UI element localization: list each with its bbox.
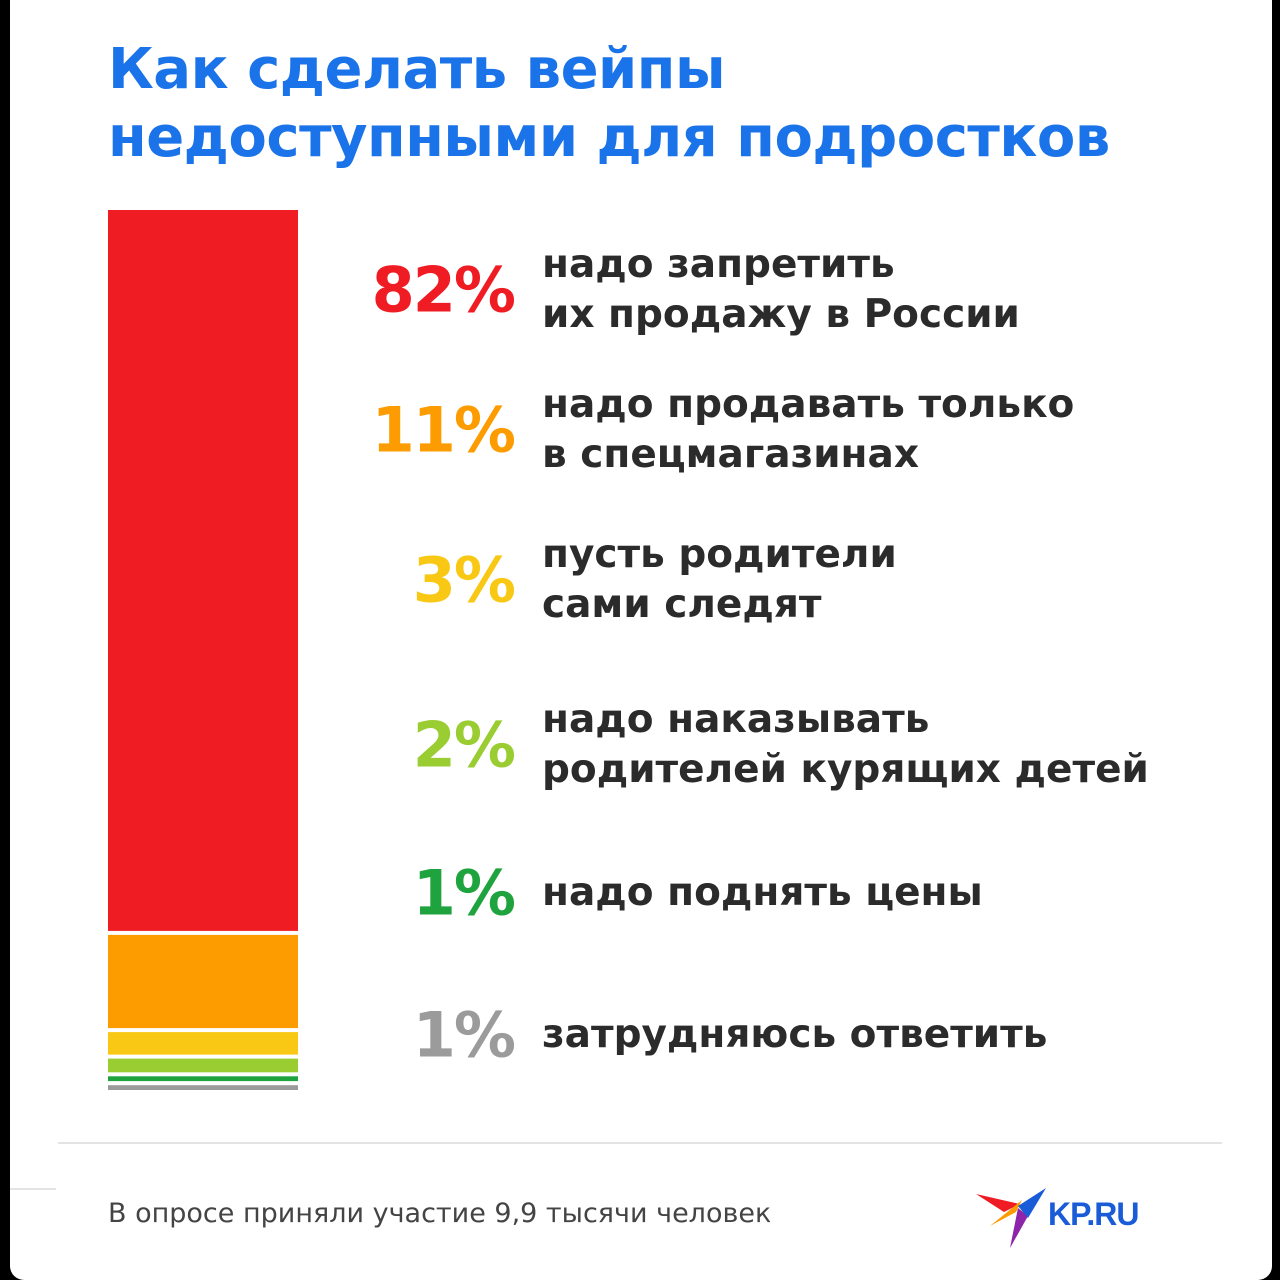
answer-label-line: родителей курящих детей xyxy=(542,747,1149,792)
logo-text: KP.RU xyxy=(1048,1196,1139,1232)
answer-percent: 1% xyxy=(412,856,516,930)
answer-label-line: их продажу в России xyxy=(542,292,1020,337)
answer-row: 2% надо наказывать родителей курящих детей xyxy=(10,685,1272,805)
answer-percent: 82% xyxy=(371,253,516,327)
answer-label: надо наказывать родителей курящих детей xyxy=(542,695,1149,795)
answer-row: 11% надо продавать только в спецмагазинах xyxy=(10,370,1272,490)
answer-row: 1% надо поднять цены xyxy=(10,833,1272,953)
answer-row: 1% затрудняюсь ответить xyxy=(10,975,1272,1095)
title-line-2: недоступными для подростков xyxy=(108,105,1110,170)
answer-label-line: в спецмагазинах xyxy=(542,432,919,477)
bar-segment-4 xyxy=(108,1058,298,1073)
bar-segment-6 xyxy=(108,1085,298,1090)
bar-segment-5 xyxy=(108,1076,298,1082)
answer-label-line: затрудняюсь ответить xyxy=(542,1012,1048,1057)
answer-label-line: надо поднять цены xyxy=(542,870,983,915)
answer-label: пусть родители сами следят xyxy=(542,530,897,630)
answer-label: надо запретить их продажу в России xyxy=(542,240,1020,340)
answer-label-line: пусть родители xyxy=(542,532,897,577)
footer-divider xyxy=(58,1142,1222,1144)
answer-row: 3% пусть родители сами следят xyxy=(10,520,1272,640)
answer-label: затрудняюсь ответить xyxy=(542,1010,1047,1060)
infographic-card: Как сделать вейпы недоступными для подро… xyxy=(10,0,1272,1280)
footer-divider-short xyxy=(10,1188,56,1190)
answer-percent: 11% xyxy=(371,393,516,467)
bar-segment-3 xyxy=(108,1032,298,1055)
answer-label-line: надо продавать только xyxy=(542,382,1075,427)
answer-row: 82% надо запретить их продажу в России xyxy=(10,230,1272,350)
bar-segment-1 xyxy=(108,210,298,931)
chart-title: Как сделать вейпы недоступными для подро… xyxy=(108,36,1258,172)
answer-label-line: надо запретить xyxy=(542,242,895,287)
answer-percent: 3% xyxy=(412,543,516,617)
survey-footnote: В опросе приняли участие 9,9 тысячи чело… xyxy=(108,1198,772,1229)
answer-label: надо продавать только в спецмагазинах xyxy=(542,380,1074,480)
answer-percent: 1% xyxy=(412,998,516,1072)
kp-logo[interactable]: KP.RU xyxy=(970,1182,1190,1252)
answer-label-line: сами следят xyxy=(542,582,822,627)
title-line-1: Как сделать вейпы xyxy=(108,37,726,102)
kp-bird-logo-icon xyxy=(976,1188,1046,1248)
stacked-bar xyxy=(108,210,298,1090)
answer-label: надо поднять цены xyxy=(542,868,983,918)
answer-percent: 2% xyxy=(412,708,516,782)
bar-segment-2 xyxy=(108,934,298,1029)
answer-label-line: надо наказывать xyxy=(542,697,930,742)
